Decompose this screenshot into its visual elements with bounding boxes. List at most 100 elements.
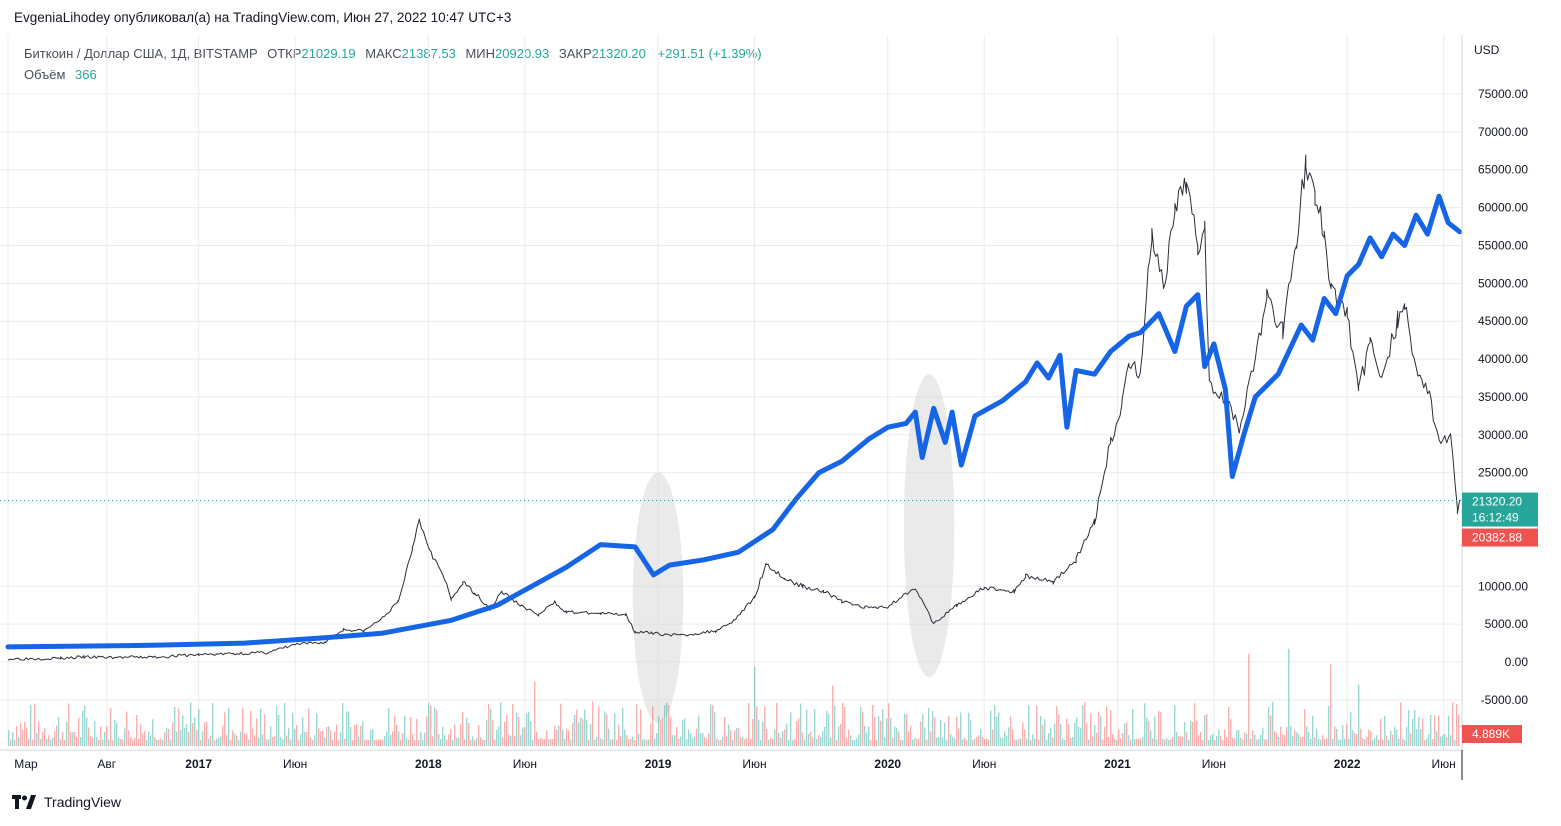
volume-bar: [550, 738, 552, 746]
volume-bar: [1454, 739, 1456, 746]
volume-bar: [732, 739, 734, 746]
volume-bar: [586, 720, 588, 746]
price-scale[interactable]: 75000.00 70000.00 65000.00 60000.00 55000.00…: [1478, 87, 1528, 707]
volume-bar: [1204, 715, 1206, 746]
volume-bar: [1218, 729, 1220, 746]
footer-brand[interactable]: TradingView: [44, 794, 122, 810]
volume-bar: [144, 730, 146, 746]
volume-bar: [838, 726, 840, 746]
volume-bar: [1230, 718, 1232, 746]
volume-bar: [832, 685, 834, 746]
volume-bar: [834, 705, 836, 746]
price-chart[interactable]: USD 75000.00 70000.00 65000.00 60000.00 5500…: [0, 0, 1561, 790]
volume-bar: [1038, 739, 1040, 746]
volume-bar: [572, 722, 574, 746]
volume-bar: [890, 717, 892, 746]
volume-bar: [686, 739, 688, 746]
volume-bar: [394, 715, 396, 746]
volume-bar: [608, 728, 610, 746]
volume-bar: [972, 739, 974, 746]
volume-bar: [338, 739, 340, 746]
volume-bar: [720, 739, 722, 746]
tradingview-logo-icon[interactable]: [12, 795, 38, 809]
volume-bar: [1274, 731, 1276, 746]
volume-bar: [56, 725, 58, 746]
volume-bar: [1130, 739, 1132, 746]
volume-bar: [214, 739, 216, 746]
volume-bar: [290, 739, 292, 746]
volume-bar: [818, 735, 820, 746]
volume-bar: [542, 738, 544, 746]
volume-bar: [460, 723, 462, 746]
volume-bar: [764, 706, 766, 746]
volume-bar: [1128, 735, 1130, 746]
low-marker-value: 20382.88: [1472, 531, 1522, 545]
volume-bar: [72, 732, 74, 746]
volume-bar: [744, 739, 746, 746]
volume-bar: [596, 736, 598, 746]
volume-bar: [1010, 716, 1012, 746]
volume-bar: [474, 739, 476, 746]
volume-bar: [614, 713, 616, 746]
volume-bar: [86, 717, 88, 746]
volume-bar: [354, 724, 356, 746]
volume-bar: [118, 737, 120, 746]
volume-bar: [1032, 734, 1034, 746]
volume-bar: [948, 715, 950, 746]
volume-bar: [166, 728, 168, 746]
volume-bar: [1354, 732, 1356, 746]
volume-bar: [1296, 732, 1298, 746]
volume-bar: [738, 728, 740, 746]
volume-bar: [518, 716, 520, 746]
volume-bar: [1002, 738, 1004, 746]
volume-bar: [8, 730, 10, 746]
time-scale[interactable]: Мар Авг 2017 Июн 2018 Июн 2019 Июн 2020 Июн 2021 Ию…: [14, 757, 1455, 771]
volume-bar: [232, 730, 234, 746]
volume-bar: [640, 709, 642, 746]
volume-bar: [976, 736, 978, 746]
volume-bar: [682, 719, 684, 746]
volume-bar: [514, 736, 516, 746]
volume-bar: [162, 739, 164, 746]
volume-bar: [1238, 729, 1240, 746]
volume-label[interactable]: Объём: [24, 67, 66, 82]
volume-bar: [646, 739, 648, 746]
volume-bar: [930, 731, 932, 746]
volume-bar: [134, 737, 136, 746]
volume-bar: [356, 724, 358, 746]
volume-bar: [114, 720, 116, 746]
volume-bar: [1244, 732, 1246, 746]
volume-bar: [302, 717, 304, 746]
volume-bar: [470, 739, 472, 746]
volume-bar: [190, 702, 192, 746]
volume-bar: [1184, 722, 1186, 746]
volume-bar: [1004, 731, 1006, 746]
volume-bar: [1012, 729, 1014, 746]
volume-bar: [800, 703, 802, 746]
volume-bar: [510, 736, 512, 746]
volume-bar: [174, 707, 176, 746]
volume-bar: [1042, 724, 1044, 746]
y-tick-label: 45000.00: [1478, 314, 1528, 328]
volume-bar: [1040, 715, 1042, 746]
volume-bar: [422, 739, 424, 746]
volume-bar: [774, 729, 776, 746]
volume-bar: [112, 739, 114, 746]
volume-bar: [22, 730, 24, 746]
volume-bar: [1050, 728, 1052, 746]
volume-bar: [222, 725, 224, 746]
volume-bar: [1074, 723, 1076, 746]
volume-bar: [654, 738, 656, 746]
volume-bar: [132, 739, 134, 746]
volume-bar: [1400, 702, 1402, 746]
volume-bar: [536, 732, 538, 746]
volume-bar: [1166, 738, 1168, 746]
volume-bar: [1190, 721, 1192, 746]
footer: TradingView: [12, 794, 121, 810]
volume-bar: [1170, 739, 1172, 746]
volume-bar: [420, 732, 422, 746]
volume-bar: [526, 713, 528, 746]
volume-bar: [452, 739, 454, 746]
volume-bar: [1434, 715, 1436, 746]
volume-bar: [868, 726, 870, 746]
